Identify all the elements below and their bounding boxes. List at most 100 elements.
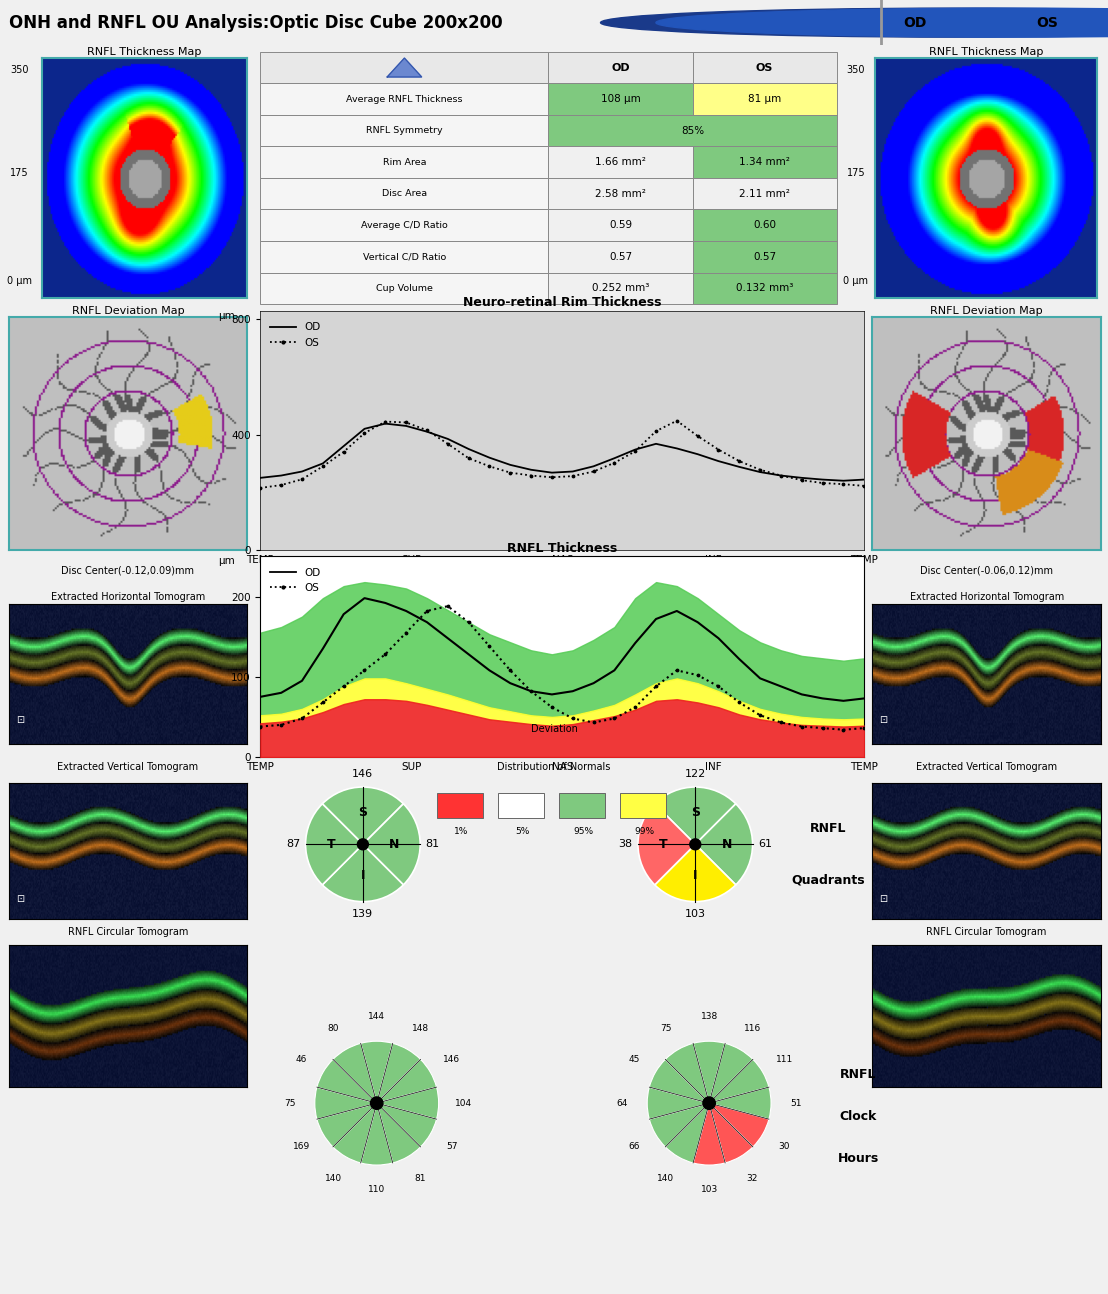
Text: RNFL: RNFL [840,1068,876,1080]
Text: 85%: 85% [681,126,704,136]
Text: Vertical C/D Ratio: Vertical C/D Ratio [362,252,447,261]
Wedge shape [306,804,363,885]
Text: 103: 103 [685,910,706,919]
Text: 140: 140 [325,1174,342,1183]
Bar [548,146,692,177]
Bar [260,83,548,115]
Text: 57: 57 [447,1143,458,1150]
Text: 0.132 mm³: 0.132 mm³ [736,283,793,294]
Text: I: I [360,870,366,883]
Text: Extracted Vertical Tomogram: Extracted Vertical Tomogram [58,762,198,771]
Text: ⊡: ⊡ [879,894,888,905]
Text: N: N [389,837,400,851]
Text: 0.57: 0.57 [753,252,776,261]
Text: 81: 81 [414,1174,425,1183]
Wedge shape [709,1102,769,1146]
Text: Extracted Horizontal Tomogram: Extracted Horizontal Tomogram [910,593,1064,602]
Text: μm: μm [218,556,235,567]
Polygon shape [387,58,422,78]
Circle shape [656,8,1108,38]
Text: 66: 66 [628,1143,639,1150]
Text: 2.11 mm²: 2.11 mm² [739,189,790,199]
Wedge shape [317,1102,377,1146]
Title: RNFL Thickness Map: RNFL Thickness Map [929,48,1044,57]
Text: S: S [358,806,368,819]
Text: 5%: 5% [515,827,530,836]
Wedge shape [694,1102,725,1165]
Text: T: T [659,837,668,851]
Text: 103: 103 [700,1185,718,1194]
Wedge shape [361,1102,392,1165]
Text: Hours: Hours [838,1152,879,1165]
Bar [548,273,692,304]
Text: 350: 350 [10,66,29,75]
Wedge shape [655,787,736,844]
Wedge shape [363,804,420,885]
Text: 146: 146 [352,770,373,779]
Wedge shape [638,804,696,885]
Text: 1.66 mm²: 1.66 mm² [595,157,646,167]
Wedge shape [709,1060,769,1102]
Text: ⊡: ⊡ [16,894,24,905]
Text: 30: 30 [779,1143,790,1150]
Title: RNFL Deviation Map: RNFL Deviation Map [72,307,184,316]
Text: I: I [692,870,698,883]
Text: Disc Center(-0.12,0.09)mm: Disc Center(-0.12,0.09)mm [61,565,195,575]
Bar [497,792,544,819]
Text: ONH and RNFL OU Analysis:Optic Disc Cube 200x200: ONH and RNFL OU Analysis:Optic Disc Cube… [9,14,503,31]
Text: 146: 146 [443,1056,460,1064]
Text: 0.57: 0.57 [609,252,632,261]
Bar [692,273,837,304]
Text: RNFL Symmetry: RNFL Symmetry [366,126,443,135]
Text: 1%: 1% [454,827,469,836]
Wedge shape [649,1102,709,1146]
Text: 350: 350 [847,66,865,75]
Text: 104: 104 [455,1099,472,1108]
Wedge shape [377,1043,421,1102]
Bar [692,83,837,115]
Text: ⊡: ⊡ [16,716,24,725]
Text: N: N [721,837,732,851]
Bar [548,83,692,115]
Text: Rim Area: Rim Area [382,158,427,167]
Text: 81 μm: 81 μm [748,94,781,104]
Bar [560,792,605,819]
Wedge shape [377,1060,437,1102]
Bar [692,146,837,177]
Wedge shape [322,844,403,902]
Text: Quadrants: Quadrants [791,873,865,886]
Text: 2.58 mm²: 2.58 mm² [595,189,646,199]
Text: 140: 140 [657,1174,675,1183]
Text: S: S [690,806,700,819]
Text: Clock: Clock [840,1110,876,1123]
Text: 38: 38 [618,840,633,849]
Text: RNFL: RNFL [810,822,847,835]
Title: RNFL Deviation Map: RNFL Deviation Map [931,307,1043,316]
Circle shape [370,1097,383,1109]
Bar [692,241,837,273]
Text: OD: OD [612,62,629,72]
Text: RNFL Circular Tomogram: RNFL Circular Tomogram [926,927,1047,937]
Text: Extracted Vertical Tomogram: Extracted Vertical Tomogram [916,762,1057,771]
Bar [260,52,548,83]
Text: 175: 175 [10,168,29,179]
Circle shape [702,1097,716,1109]
Text: 0.252 mm³: 0.252 mm³ [592,283,649,294]
Text: Cup Volume: Cup Volume [376,283,433,292]
Bar [260,210,548,241]
Wedge shape [709,1087,771,1119]
Wedge shape [377,1102,437,1146]
Text: 32: 32 [747,1174,758,1183]
Text: 46: 46 [296,1056,307,1064]
Wedge shape [709,1102,753,1163]
Circle shape [690,839,700,850]
Bar [260,241,548,273]
Text: Average C/D Ratio: Average C/D Ratio [361,221,448,230]
Circle shape [358,839,368,850]
Text: 0 μm: 0 μm [7,276,32,286]
Text: Extracted Horizontal Tomogram: Extracted Horizontal Tomogram [51,593,205,602]
Text: 75: 75 [285,1099,296,1108]
Text: 99%: 99% [635,827,655,836]
Text: 0.60: 0.60 [753,220,776,230]
Text: 116: 116 [743,1024,761,1033]
